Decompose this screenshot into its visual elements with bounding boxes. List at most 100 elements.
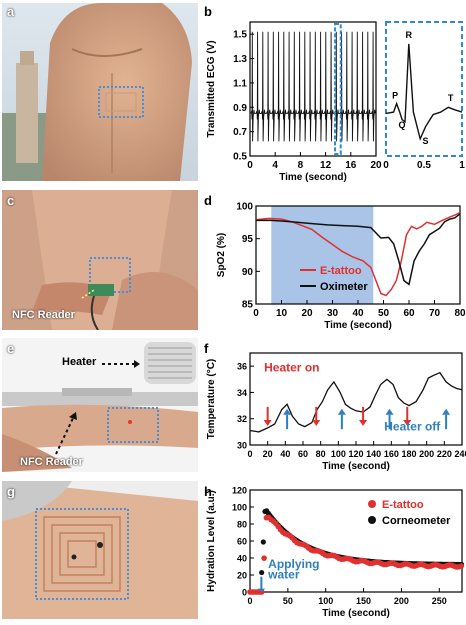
panel-letter-h: h: [204, 484, 212, 499]
x-tick-label: 12: [320, 160, 332, 171]
y-tick-label: 0.9: [233, 103, 247, 114]
inset-x-tick-label: 0: [383, 160, 389, 171]
y-tick-label: 80: [237, 520, 247, 530]
heater-off-arrowhead: [385, 408, 394, 415]
heater-label: Heater: [62, 356, 97, 368]
panel-letter-c: c: [7, 193, 15, 208]
x-tick-label: 60: [403, 308, 415, 319]
e-tattoo-box: [35, 508, 129, 600]
inset-x-tick-label: 0.5: [417, 160, 431, 171]
legend-label: Oximeter: [320, 281, 368, 293]
wave-label-r: R: [406, 30, 413, 40]
e-tattoo-point: [458, 563, 465, 569]
panel-letter-d: d: [204, 193, 212, 208]
applying-water-arrowhead: [257, 588, 266, 592]
x-tick-label: 70: [429, 308, 441, 319]
x-tick-label: 0: [247, 160, 253, 171]
nfc-reader-label: NFC Reader: [12, 309, 75, 321]
y-tick-label: 40: [237, 554, 247, 564]
chart-hydration: 0 50 100 150 200 250 0 20 40 60 80 100 120 Time (seco…: [206, 486, 465, 619]
chart-ecg: 0 4 8 12 16 20 0.5 0.7 0.9 1.1 1.3 1.5 Time (second)…: [206, 21, 465, 183]
wave-label-s: S: [423, 136, 429, 146]
x-tick-label: 30: [327, 308, 339, 319]
x-tick-label: 20: [263, 449, 273, 459]
zoom-window-box: [334, 23, 342, 155]
heater-off-arrowhead: [337, 408, 346, 415]
y-tick-label: 85: [242, 300, 254, 311]
x-tick-label: 0: [247, 596, 252, 606]
y-tick-label: 1.1: [233, 78, 247, 89]
x-tick-label: 20: [370, 160, 382, 171]
legend-label: E-tattoo: [320, 265, 362, 277]
y-tick-label: 34: [237, 388, 247, 398]
x-tick-label: 240: [454, 449, 466, 459]
y-tick-label: 32: [237, 414, 247, 424]
legend-label: E-tattoo: [382, 499, 424, 511]
x-axis-label: Time (second): [324, 320, 392, 331]
y-axis-label: Temperature (°C): [206, 359, 217, 440]
y-tick-label: 1.3: [233, 54, 247, 65]
x-tick-label: 220: [437, 449, 452, 459]
y-tick-label: 120: [232, 486, 247, 496]
series-line-oximeter: [256, 213, 461, 286]
y-tick-label: 60: [237, 537, 247, 547]
x-tick-label: 250: [432, 596, 447, 606]
x-tick-label: 180: [401, 449, 416, 459]
applying-water-label-2: water: [267, 567, 300, 581]
x-tick-label: 0: [253, 308, 259, 319]
chart-temperature: 0 20 40 60 80 100120140160180200220240 30 32 34 3…: [206, 352, 466, 472]
e-tattoo-box: [107, 407, 159, 443]
y-tick-label: 0.5: [233, 152, 247, 163]
x-tick-label: 0: [247, 449, 252, 459]
x-tick-label: 8: [298, 160, 304, 171]
corneometer-point: [259, 569, 265, 576]
x-tick-label: 40: [352, 308, 364, 319]
y-tick-label: 0.7: [233, 127, 247, 138]
x-tick-label: 200: [419, 449, 434, 459]
photo-panel-a: [2, 3, 198, 181]
chart-spo2: 0 10 20 30 40 50 60 70 80 85 90 95 100 Time (second) S…: [216, 202, 466, 332]
plot-frame: [249, 21, 377, 157]
nfc-reader-label-e: NFC Reader: [20, 456, 83, 468]
heater-on-arrowhead: [359, 420, 368, 427]
panel-letter-e: e: [7, 341, 15, 356]
x-tick-label: 10: [276, 308, 288, 319]
shaded-region: [271, 206, 374, 304]
heater-on-arrowhead: [263, 420, 272, 427]
e-tattoo-point: [261, 555, 267, 561]
y-axis-label: Transmitted ECG (V): [206, 40, 217, 137]
y-tick-label: 36: [237, 362, 247, 372]
panel-letter-f: f: [204, 341, 209, 356]
y-axis-label: Hydration Level (a.u.): [206, 490, 217, 592]
corneometer-point: [260, 539, 266, 545]
x-tick-label: 16: [345, 160, 357, 171]
x-tick-label: 40: [280, 449, 290, 459]
y-tick-label: 0: [242, 588, 247, 598]
wave-label-t: T: [448, 93, 454, 103]
x-tick-label: 50: [283, 596, 293, 606]
x-tick-label: 150: [356, 596, 371, 606]
x-tick-label: 140: [366, 449, 381, 459]
panel-letter-b: b: [204, 4, 212, 19]
y-tick-label: 20: [237, 571, 247, 581]
y-axis-label: SpO2 (%): [216, 233, 227, 277]
heater-on-arrowhead: [312, 420, 321, 427]
panel-letter-a: a: [7, 4, 15, 19]
heater-off-arrowhead: [442, 408, 451, 415]
ecg-trace: [250, 31, 376, 142]
x-tick-label: 200: [394, 596, 409, 606]
x-axis-label: Time (second): [279, 172, 347, 183]
x-tick-label: 4: [272, 160, 278, 171]
x-tick-label: 20: [301, 308, 313, 319]
x-tick-label: 120: [348, 449, 363, 459]
y-tick-label: 90: [242, 267, 254, 278]
x-tick-label: 100: [318, 596, 333, 606]
heater-on-arrowhead: [403, 420, 412, 427]
heater-off-arrowhead: [283, 408, 292, 415]
heater-off-label: Heater off: [384, 420, 441, 434]
x-tick-label: 80: [316, 449, 326, 459]
y-tick-label: 30: [237, 441, 247, 451]
y-tick-label: 100: [236, 202, 253, 213]
legend-marker: [368, 516, 376, 524]
inset-x-tick-label: 1: [459, 160, 465, 171]
